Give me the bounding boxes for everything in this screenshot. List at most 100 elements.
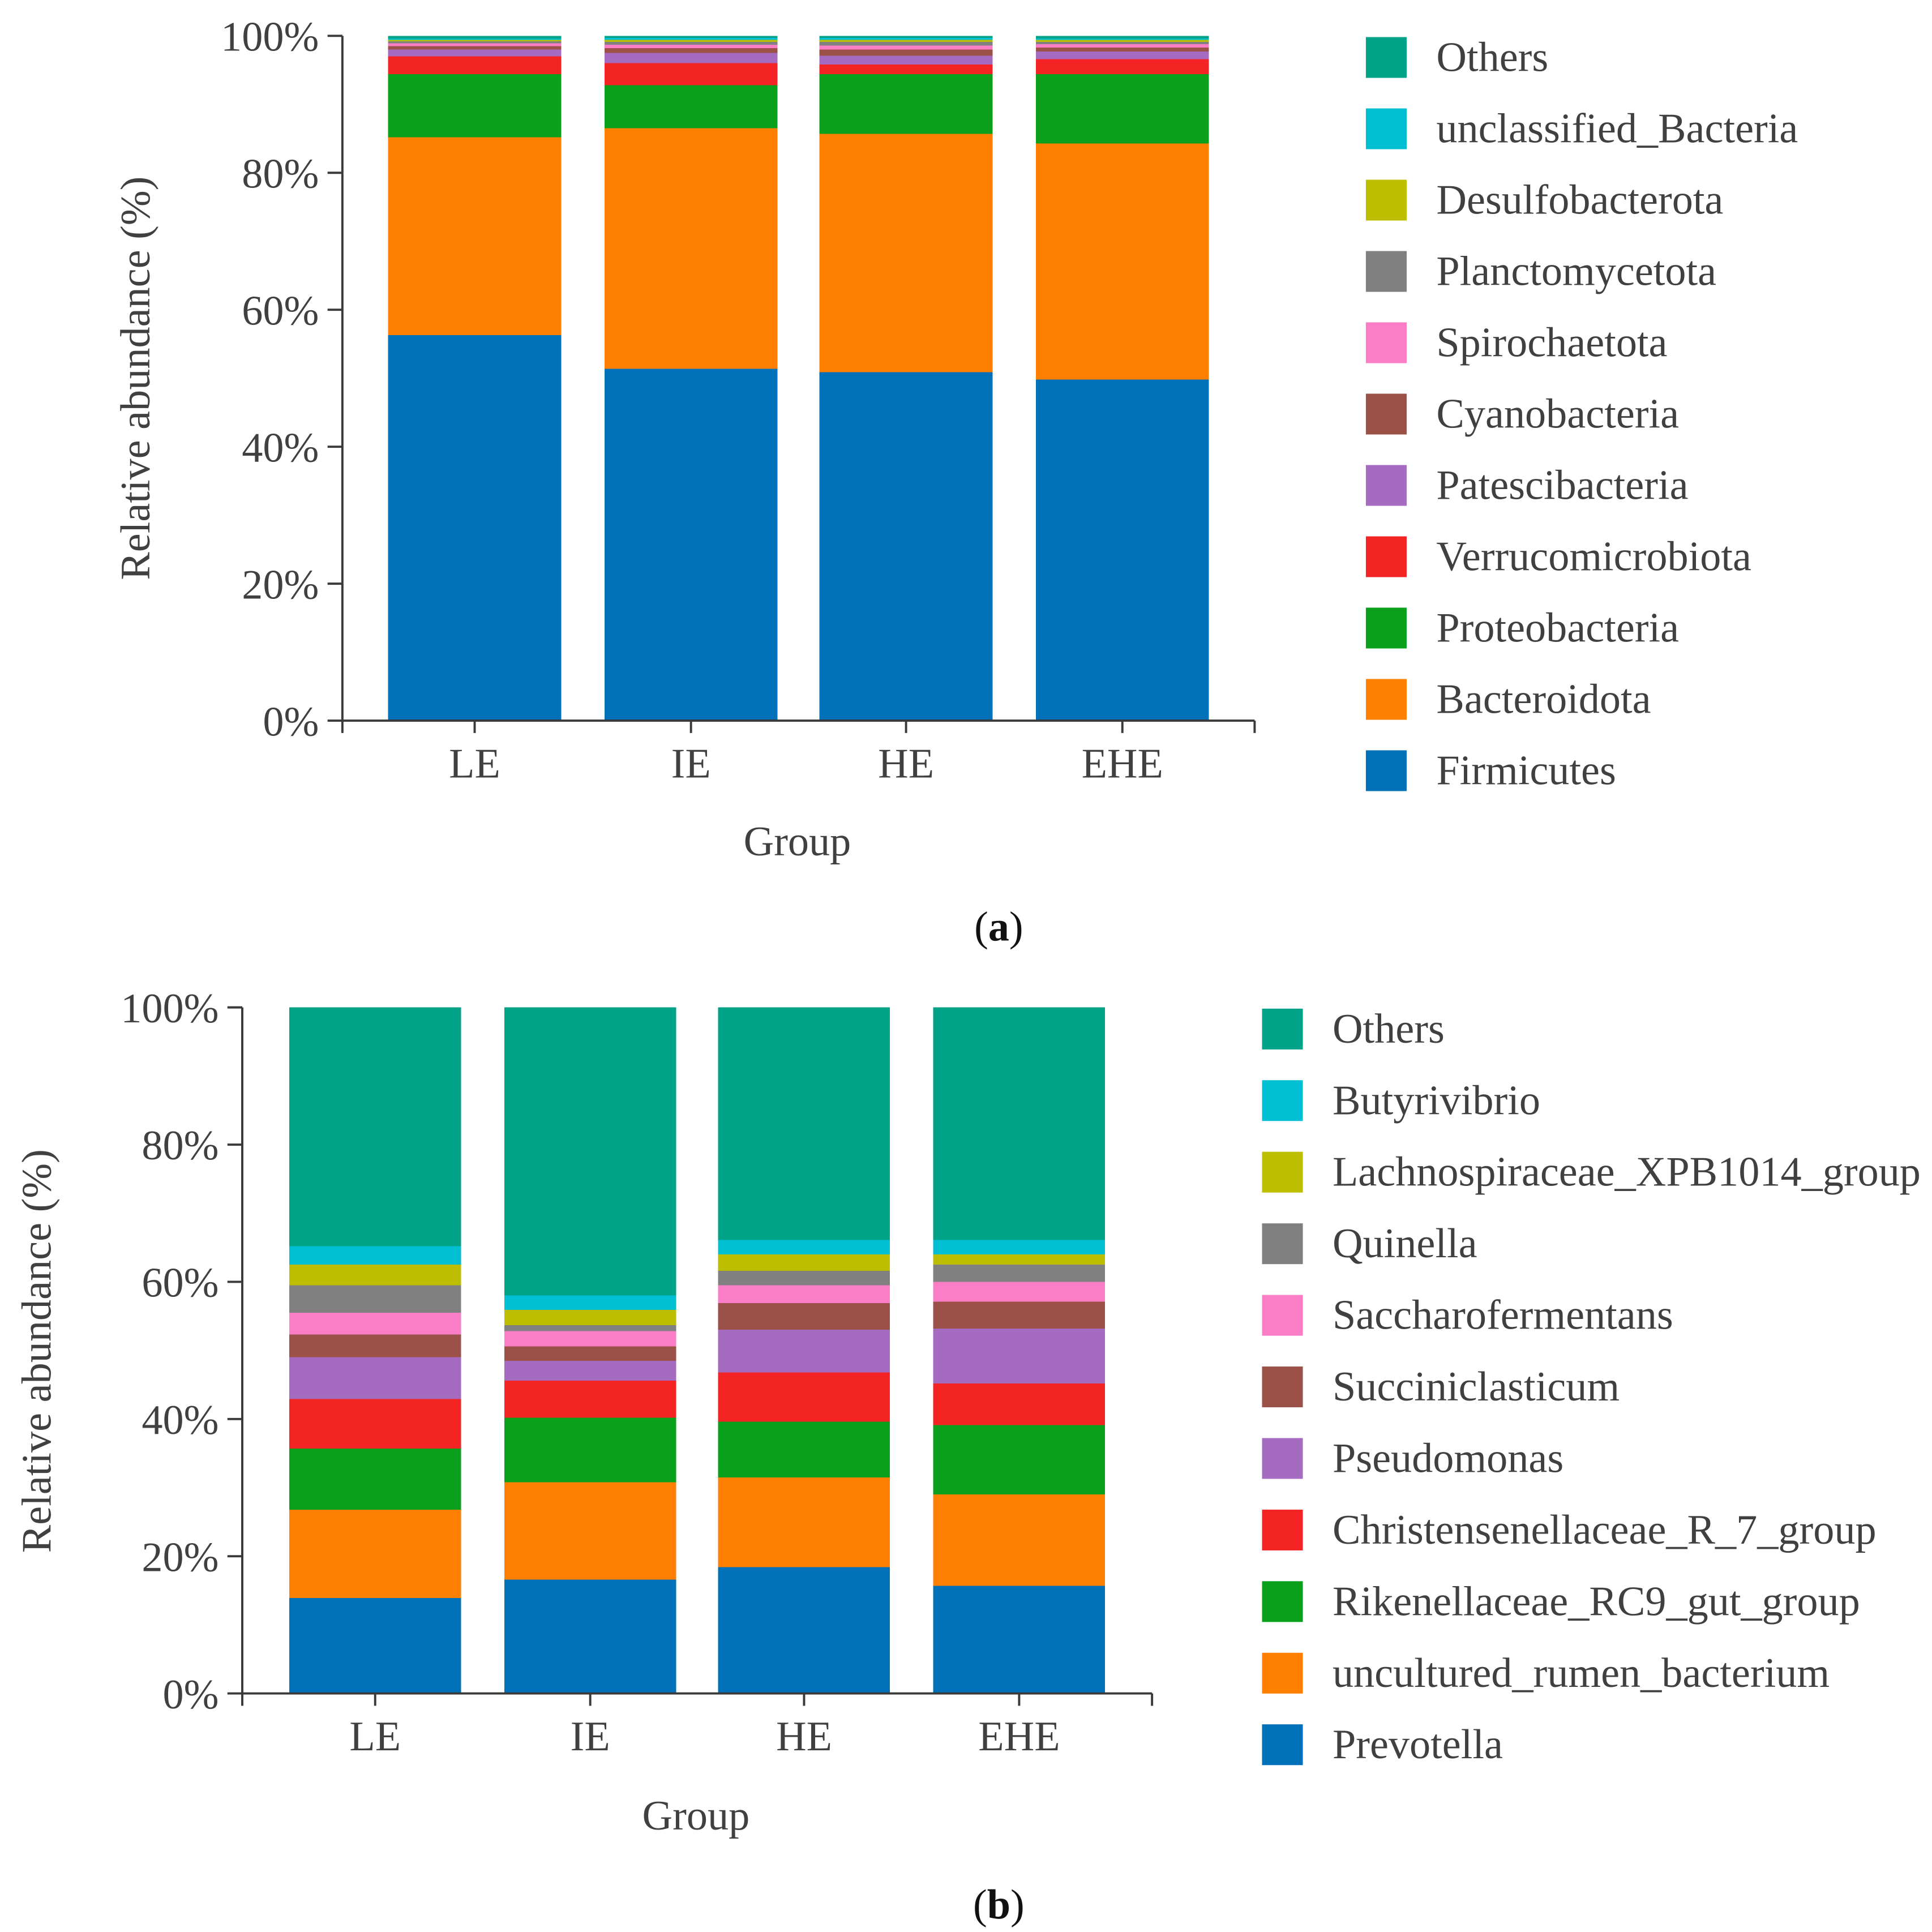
bar-he-quinella <box>718 1271 890 1286</box>
x-tick-label: LE <box>349 1713 401 1760</box>
x-tick-label: HE <box>878 740 934 787</box>
bar-ie-pseudomonas <box>504 1360 676 1381</box>
bar-ehe-planctomycetota <box>1035 42 1209 44</box>
bar-he-firmicutes <box>819 372 993 721</box>
bar-he-planctomycetota <box>819 42 993 46</box>
legend-label: Others <box>1436 35 1548 81</box>
bar-he-lachnospiraceae-xpb1014-group <box>718 1254 890 1271</box>
legend-label: Verrucomicrobiota <box>1436 534 1751 580</box>
bar-he-butyrivibrio <box>718 1240 890 1254</box>
bar-ie-rikenellaceae-rc9-gut-group <box>504 1417 676 1483</box>
legend-label: Butyrivibrio <box>1333 1077 1540 1124</box>
legend-item-quinella: Quinella <box>1262 1220 1477 1267</box>
x-tick-label: HE <box>776 1713 832 1760</box>
bar-le-others <box>289 1007 461 1246</box>
y-tick-label: 80% <box>142 1123 219 1169</box>
legend-swatch <box>1365 322 1407 363</box>
bar-ehe-lachnospiraceae-xpb1014-group <box>933 1254 1106 1265</box>
bar-stack-le <box>289 1007 461 1694</box>
bar-ehe-rikenellaceae-rc9-gut-group <box>933 1425 1106 1495</box>
legend-item-prevotella: Prevotella <box>1262 1721 1503 1768</box>
bar-stack-ehe <box>933 1007 1106 1694</box>
legend-label: Cyanobacteria <box>1436 391 1679 438</box>
legend: Others Butyrivibrio Lachnospiraceae_XPB101… <box>1262 1006 1921 1768</box>
x-axis-title: Group <box>744 819 851 865</box>
bar-le-planctomycetota <box>388 41 562 44</box>
legend-item-butyrivibrio: Butyrivibrio <box>1262 1077 1540 1124</box>
panel-label: (a) <box>974 904 1023 950</box>
legend-label: Lachnospiraceae_XPB1014_group <box>1333 1149 1921 1196</box>
bar-ie-butyrivibrio <box>504 1295 676 1310</box>
legend-label: Bacteroidota <box>1436 676 1651 723</box>
legend-item-desulfobacterota: Desulfobacterota <box>1365 177 1723 224</box>
legend-item-uncultured-rumen-bacterium: uncultured_rumen_bacterium <box>1262 1650 1830 1697</box>
legend-item-unclassified-bacteria: unclassified_Bacteria <box>1365 106 1798 152</box>
bar-le-desulfobacterota <box>388 40 562 42</box>
bar-le-christensenellaceae-r-7-group <box>289 1399 461 1449</box>
bar-le-lachnospiraceae-xpb1014-group <box>289 1265 461 1286</box>
legend-swatch <box>1365 536 1407 577</box>
bar-he-bacteroidota <box>819 134 993 372</box>
panel-b-genus-stacked-bar-chart: 0% 20% 40% 60% 80% 100% LE IE HE EHE Group Relative… <box>14 986 1921 1928</box>
legend-label: Patescibacteria <box>1436 462 1688 509</box>
panel-label-letter: a <box>988 904 1009 950</box>
bar-ehe-cyanobacteria <box>1035 47 1209 52</box>
bar-ehe-firmicutes <box>1035 379 1209 721</box>
legend-label: Prevotella <box>1333 1721 1503 1768</box>
bar-le-proteobacteria <box>388 74 562 138</box>
legend-item-patescibacteria: Patescibacteria <box>1365 462 1689 509</box>
bar-ie-quinella <box>504 1325 676 1331</box>
bar-ie-planctomycetota <box>604 42 778 45</box>
bar-le-patescibacteria <box>388 49 562 57</box>
bar-le-saccharofermentans <box>289 1312 461 1335</box>
bar-he-cyanobacteria <box>819 49 993 56</box>
legend-swatch <box>1262 1366 1303 1408</box>
bar-stack-ehe <box>1035 36 1209 721</box>
y-tick-label: 40% <box>142 1397 219 1443</box>
axes: 0% 20% 40% 60% 80% 100% LE IE HE EHE <box>221 14 1256 787</box>
bar-ehe-verrucomicrobiota <box>1035 59 1209 75</box>
legend-item-lachnospiraceae-xpb1014-group: Lachnospiraceae_XPB1014_group <box>1262 1149 1921 1196</box>
bar-ehe-pseudomonas <box>933 1328 1106 1383</box>
bar-he-patescibacteria <box>819 55 993 65</box>
stacked-bars <box>388 36 1209 721</box>
bar-ehe-proteobacteria <box>1035 74 1209 144</box>
legend-label: uncultured_rumen_bacterium <box>1333 1650 1830 1697</box>
panel-label-open-paren: ( <box>974 904 988 950</box>
bar-le-quinella <box>289 1285 461 1313</box>
y-tick-label: 20% <box>142 1534 219 1580</box>
bar-stack-he <box>819 36 993 721</box>
y-axis-title: Relative abundance (%) <box>113 177 159 580</box>
y-tick-label: 100% <box>121 986 219 1032</box>
legend-item-others: Others <box>1262 1006 1445 1052</box>
bar-ehe-prevotella <box>933 1586 1106 1694</box>
legend-label: Desulfobacterota <box>1436 177 1723 224</box>
bar-ehe-unclassified-bacteria <box>1035 38 1209 40</box>
legend-swatch <box>1262 1008 1303 1049</box>
bar-ie-bacteroidota <box>604 128 778 369</box>
legend: Others unclassified_Bacteria Desulfobacter… <box>1365 35 1798 794</box>
legend-swatch <box>1365 37 1407 78</box>
bar-ie-patescibacteria <box>604 53 778 63</box>
bar-ie-firmicutes <box>604 369 778 721</box>
bar-le-prevotella <box>289 1598 461 1694</box>
legend-label: Spirochaetota <box>1436 320 1667 366</box>
legend-item-pseudomonas: Pseudomonas <box>1262 1435 1563 1481</box>
legend-item-firmicutes: Firmicutes <box>1365 748 1616 794</box>
bar-stack-he <box>718 1007 890 1694</box>
bar-he-others <box>819 36 993 38</box>
y-tick-label: 40% <box>242 425 319 471</box>
x-axis-title: Group <box>642 1793 750 1839</box>
axes: 0% 20% 40% 60% 80% 100% LE IE HE EHE <box>121 986 1154 1760</box>
bar-ehe-saccharofermentans <box>933 1282 1106 1302</box>
x-tick-label: IE <box>671 740 711 787</box>
legend-swatch <box>1262 1581 1303 1622</box>
legend-swatch <box>1365 108 1407 149</box>
bar-he-desulfobacterota <box>819 40 993 42</box>
bar-he-saccharofermentans <box>718 1285 890 1303</box>
panel-a-phylum-stacked-bar-chart: 0% 20% 40% 60% 80% 100% LE IE HE EHE Group Relative… <box>113 14 1798 950</box>
bar-ie-saccharofermentans <box>504 1331 676 1347</box>
legend-swatch <box>1365 393 1407 435</box>
legend-label: Christensenellaceae_R_7_group <box>1333 1507 1877 1553</box>
legend-item-saccharofermentans: Saccharofermentans <box>1262 1292 1673 1339</box>
